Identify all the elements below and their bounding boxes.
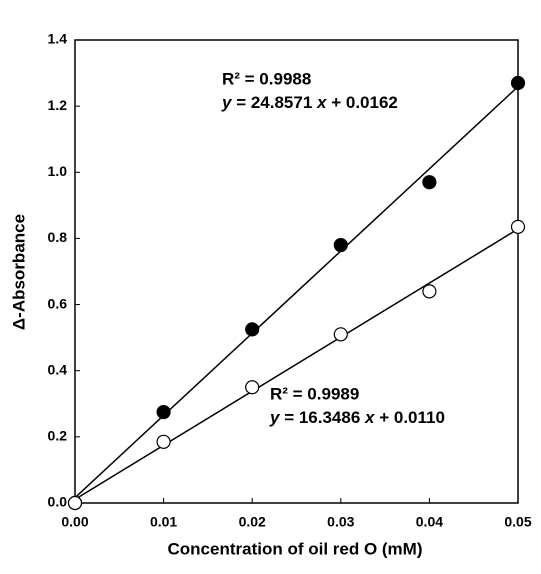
point bbox=[67, 495, 83, 511]
point bbox=[510, 75, 526, 91]
equation: y = 24.8571 x + 0.0162 bbox=[221, 93, 398, 112]
r-squared: R² = 0.9988 bbox=[222, 69, 311, 88]
x-tick-label: 0.02 bbox=[239, 514, 266, 530]
y-tick-label: 1.4 bbox=[48, 31, 68, 47]
point bbox=[422, 175, 437, 190]
plot-frame bbox=[74, 39, 519, 504]
y-tick-label: 0.2 bbox=[48, 428, 68, 444]
r-squared: R² = 0.9989 bbox=[270, 384, 359, 403]
equation-part: x bbox=[364, 408, 376, 427]
equation-part: y bbox=[269, 408, 281, 427]
fit-line bbox=[74, 86, 519, 499]
y-axis-title: Δ-Absorbance bbox=[9, 214, 28, 330]
x-tick-label: 0.00 bbox=[61, 514, 88, 530]
point bbox=[422, 284, 437, 299]
point bbox=[156, 404, 171, 420]
y-tick-label: 0.6 bbox=[48, 295, 68, 311]
equation-part: + 0.0162 bbox=[327, 93, 398, 112]
equation: y = 16.3486 x + 0.0110 bbox=[269, 408, 445, 427]
fit-line bbox=[74, 228, 519, 501]
x-tick-label: 0.01 bbox=[150, 514, 177, 530]
equation-part: x bbox=[316, 93, 328, 112]
equation-part: = 24.8571 bbox=[231, 93, 317, 112]
equation-part: = 16.3486 bbox=[279, 408, 365, 427]
point bbox=[333, 237, 348, 253]
x-axis-title: Concentration of oil red O (mM) bbox=[168, 539, 423, 558]
y-tick-label: 1.2 bbox=[48, 97, 68, 113]
equation-part: y bbox=[221, 93, 233, 112]
point bbox=[245, 380, 260, 395]
x-tick-label: 0.05 bbox=[504, 514, 531, 530]
x-tick-label: 0.04 bbox=[416, 514, 443, 530]
y-tick-label: 0.8 bbox=[48, 229, 68, 245]
equation-part: + 0.0110 bbox=[375, 408, 445, 427]
point bbox=[156, 434, 171, 449]
x-tick-label: 0.03 bbox=[327, 514, 354, 530]
point bbox=[333, 327, 348, 342]
y-tick-label: 0.0 bbox=[48, 494, 68, 510]
point bbox=[510, 219, 526, 234]
point bbox=[245, 322, 260, 337]
y-tick-label: 0.4 bbox=[48, 361, 68, 377]
y-tick-label: 1.0 bbox=[48, 163, 68, 179]
